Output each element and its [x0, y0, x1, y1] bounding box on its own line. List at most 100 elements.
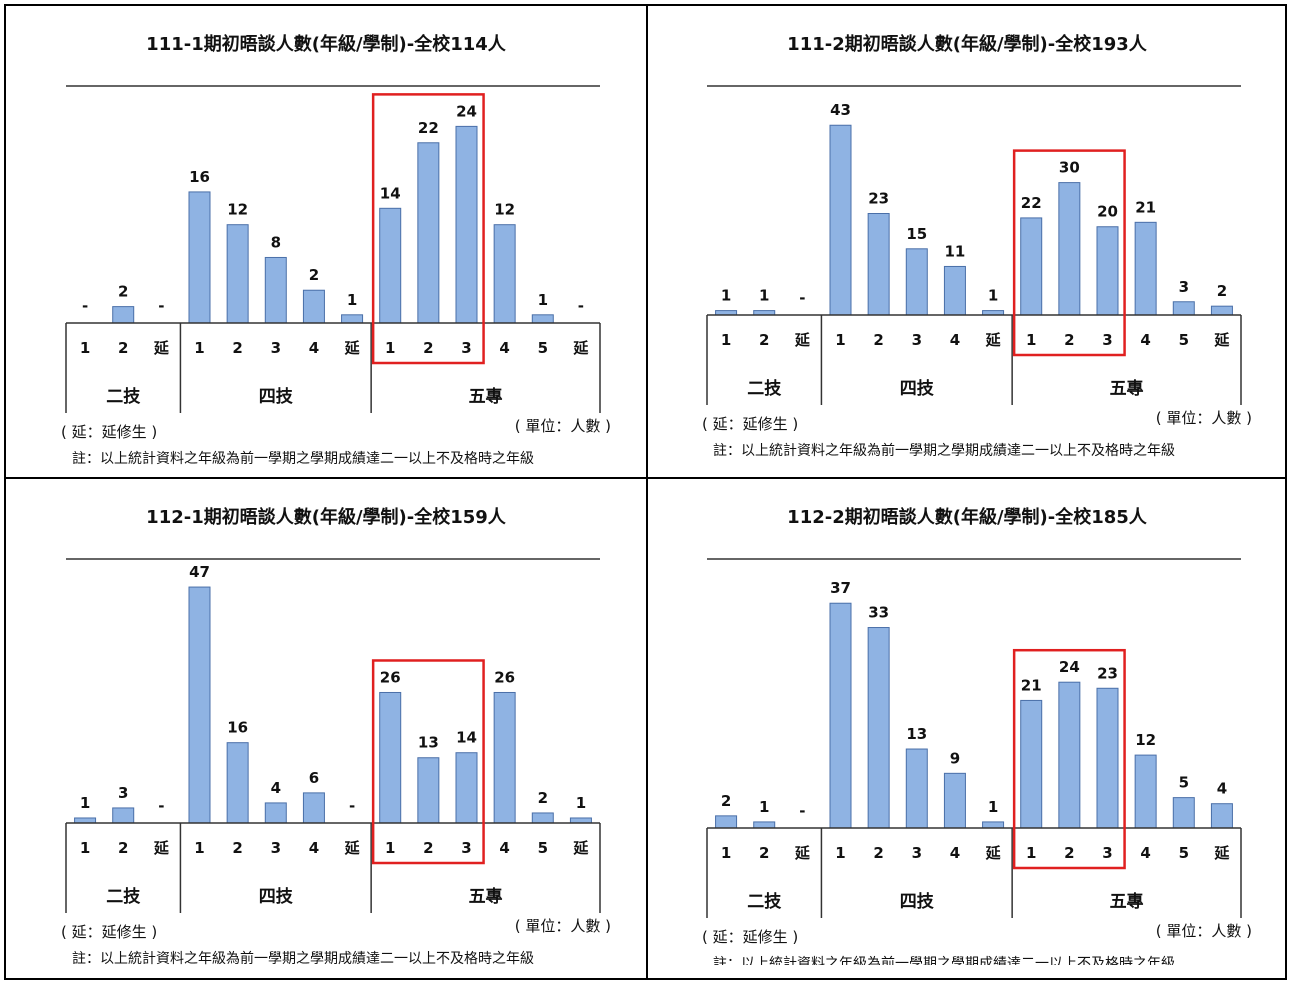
legend-note: ( 延：延修生 )	[702, 415, 798, 433]
bar	[829, 602, 852, 829]
tick-label: 2	[873, 331, 883, 349]
bar	[455, 125, 478, 324]
bar	[302, 289, 325, 324]
tick-label: 延	[985, 844, 1002, 862]
group-label: 二技	[106, 386, 141, 407]
tick-label: 2	[423, 839, 433, 857]
bar	[341, 314, 364, 324]
footnote: 註：以上統計資料之年級為前一學期之學期成績達二一以上不及格時之年級	[713, 955, 1175, 965]
tick-label: 4	[499, 839, 509, 857]
data-label: 26	[380, 668, 401, 686]
data-label: 1	[759, 287, 769, 305]
tick-label: 3	[271, 839, 281, 857]
data-label: 15	[906, 225, 927, 243]
data-label: 24	[456, 102, 477, 120]
tick-label: 5	[1179, 844, 1189, 862]
tick-label: 4	[499, 339, 509, 357]
data-label: -	[799, 289, 805, 307]
bar	[417, 142, 440, 324]
bar	[1134, 754, 1157, 829]
group-label: 二技	[747, 378, 782, 399]
data-label: 1	[576, 794, 586, 812]
tick-label: 1	[80, 839, 90, 857]
data-label: 1	[347, 291, 357, 309]
tick-label: 延	[572, 339, 589, 357]
bar	[112, 306, 135, 324]
data-label: 3	[1179, 278, 1189, 296]
data-label: 11	[944, 242, 965, 260]
tick-label: 延	[153, 839, 170, 857]
bar	[379, 207, 402, 324]
bar	[1172, 797, 1195, 829]
chart-title: 111-2期初晤談人數(年級/學制)-全校193人	[787, 33, 1148, 55]
data-label: 2	[309, 266, 319, 284]
data-label: 21	[1021, 676, 1042, 694]
bar	[379, 691, 402, 824]
tick-label: 1	[80, 339, 90, 357]
data-label: 4	[271, 779, 281, 797]
bar	[531, 314, 554, 324]
tick-label: 4	[950, 844, 960, 862]
data-label: 14	[456, 729, 477, 747]
chart-panel-111-2: 111-2期初晤談人數(年級/學制)-全校193人 1 1-43 23 15 11 1 22 3…	[647, 6, 1287, 492]
tick-label: 5	[538, 839, 548, 857]
bar	[74, 817, 97, 824]
tick-label: 1	[1026, 331, 1036, 349]
bar	[1210, 305, 1233, 316]
footnote: 註：以上統計資料之年級為前一學期之學期成績達二一以上不及格時之年級	[713, 442, 1175, 459]
data-label: 1	[721, 287, 731, 305]
tick-label: 4	[950, 331, 960, 349]
tick-label: 3	[912, 331, 922, 349]
grid-divider-vertical	[646, 6, 648, 978]
tick-label: 5	[1179, 331, 1189, 349]
grid-divider-horizontal	[6, 477, 1285, 479]
bar	[715, 815, 738, 829]
bar	[264, 802, 287, 824]
data-label: -	[799, 802, 805, 820]
tick-label: 3	[1102, 331, 1112, 349]
data-label: 24	[1059, 658, 1080, 676]
tick-label: 延	[344, 339, 361, 357]
tick-label: 5	[538, 339, 548, 357]
tick-label: 4	[1140, 331, 1150, 349]
bar	[943, 265, 966, 316]
tick-label: 3	[271, 339, 281, 357]
tick-label: 延	[985, 331, 1002, 349]
tick-label: 2	[118, 839, 128, 857]
unit-note: ( 單位：人數 )	[1156, 922, 1252, 940]
highlight-box	[1012, 149, 1126, 357]
data-label: 2	[118, 283, 128, 301]
bar	[188, 191, 211, 324]
tick-label: 延	[1213, 844, 1230, 862]
data-label: 2	[1217, 282, 1227, 300]
data-label: 37	[830, 579, 851, 597]
data-label: 12	[1135, 731, 1156, 749]
group-label: 五專	[1110, 379, 1144, 399]
data-label: -	[349, 797, 355, 815]
highlight-box	[1012, 648, 1126, 870]
group-label: 四技	[259, 386, 294, 407]
tick-label: 3	[912, 844, 922, 862]
tick-label: 3	[461, 839, 471, 857]
unit-note: ( 單位：人數 )	[515, 417, 611, 435]
data-label: 26	[494, 668, 515, 686]
data-label: 21	[1135, 198, 1156, 216]
group-label: 四技	[900, 891, 935, 912]
bar	[417, 757, 440, 824]
data-label: 1	[538, 291, 548, 309]
data-label: 23	[868, 190, 889, 208]
bar	[1210, 803, 1233, 829]
tick-label: 1	[385, 339, 395, 357]
tick-label: 4	[309, 339, 319, 357]
tick-label: 1	[721, 331, 731, 349]
highlight-box	[371, 659, 485, 865]
data-label: -	[82, 297, 88, 315]
data-label: 14	[380, 184, 401, 202]
tick-label: 1	[194, 839, 204, 857]
tick-label: 4	[309, 839, 319, 857]
bar	[1172, 301, 1195, 316]
tick-label: 1	[1026, 844, 1036, 862]
